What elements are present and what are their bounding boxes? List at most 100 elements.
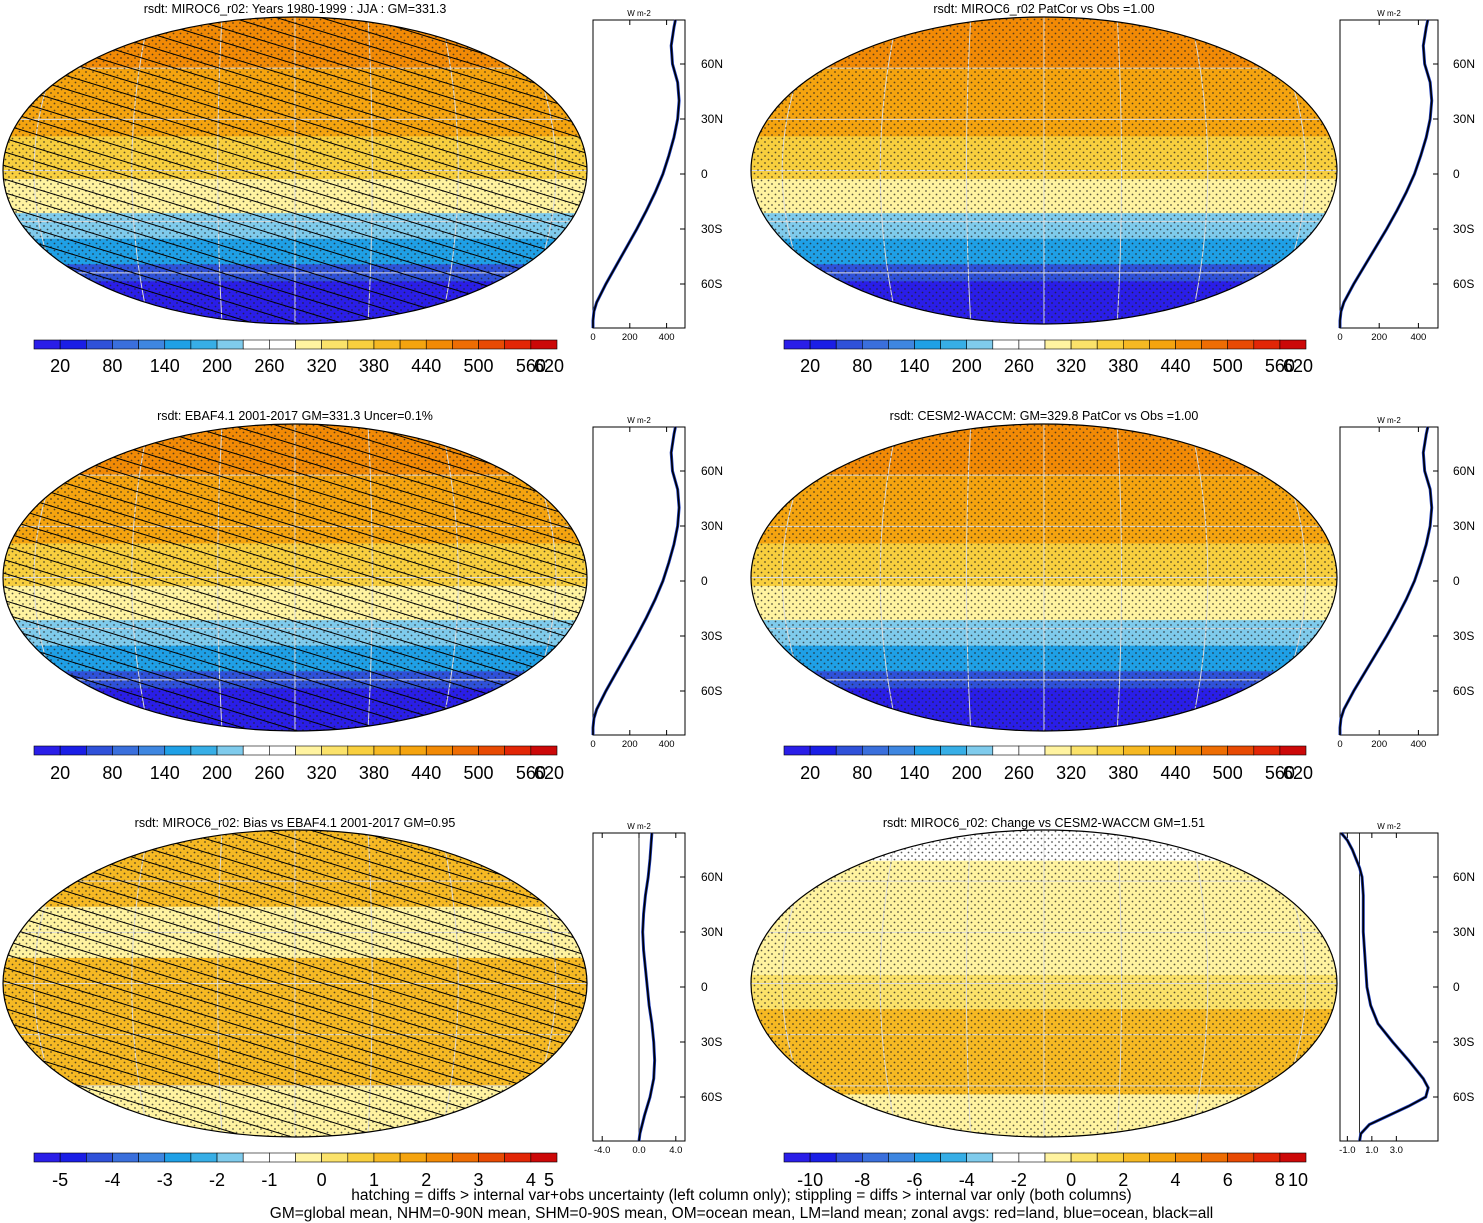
colorbar-swatch xyxy=(1253,1152,1281,1163)
colorbar-swatch xyxy=(940,1152,967,1163)
colorbar-swatch xyxy=(809,745,837,756)
colorbar-swatch xyxy=(138,339,166,350)
colorbar-label: 140 xyxy=(899,356,929,376)
colorbar-label: 200 xyxy=(952,763,982,783)
colorbar-label: 1 xyxy=(369,1170,379,1190)
colorbar-label: 10 xyxy=(1288,1170,1308,1190)
colorbar-swatch xyxy=(1227,339,1255,350)
colorbar-label: 320 xyxy=(1056,763,1086,783)
colorbar-label: 620 xyxy=(534,763,564,783)
colorbar-label: 4 xyxy=(1170,1170,1180,1190)
colorbar-label: 320 xyxy=(307,356,337,376)
y-tick-label: 0 xyxy=(701,980,708,994)
colorbar-swatch xyxy=(1123,1152,1150,1163)
colorbar-swatch xyxy=(347,1152,375,1163)
x-tick-label: 200 xyxy=(1371,332,1387,343)
colorbar-swatch xyxy=(216,745,244,756)
zonal-unit-label: W m-2 xyxy=(1377,822,1401,831)
colorbar-label: 500 xyxy=(1213,763,1243,783)
colorbar-swatch xyxy=(1044,745,1072,756)
colorbar-swatch xyxy=(452,1152,479,1163)
colorbar-swatch xyxy=(1253,745,1281,756)
colorbar-swatch xyxy=(164,1152,192,1163)
colorbar-label: 80 xyxy=(102,763,122,783)
map-title: rsdt: MIROC6_r02: Years 1980-1999 : JJA … xyxy=(144,2,447,16)
colorbar-label: -4 xyxy=(959,1170,975,1190)
x-tick-label: 400 xyxy=(659,739,675,750)
colorbar-label: -1 xyxy=(261,1170,277,1190)
colorbar-swatch xyxy=(1096,1152,1124,1163)
zonal-unit-label: W m-2 xyxy=(1377,416,1401,425)
colorbar-swatch xyxy=(966,1152,994,1163)
stipple-overlay xyxy=(751,17,1337,324)
colorbar-swatch xyxy=(269,339,296,350)
y-tick-label: 0 xyxy=(701,574,708,588)
colorbar-label: 260 xyxy=(1004,356,1034,376)
zonal-line-all xyxy=(592,19,680,328)
colorbar-swatch xyxy=(835,1152,863,1163)
stipple-overlay xyxy=(751,830,1337,1137)
colorbar-label: 4 xyxy=(526,1170,536,1190)
colorbar-swatch xyxy=(1070,1152,1098,1163)
y-tick-label: 30S xyxy=(1453,222,1474,236)
colorbar-label: 260 xyxy=(254,356,284,376)
colorbar-swatch xyxy=(1279,745,1307,756)
colorbar-swatch xyxy=(373,1152,401,1163)
colorbar-swatch xyxy=(1175,1152,1202,1163)
colorbar-swatch xyxy=(1201,1152,1228,1163)
colorbar-swatch xyxy=(1070,339,1098,350)
colorbar-label: 2 xyxy=(421,1170,431,1190)
zonal-unit-label: W m-2 xyxy=(627,416,651,425)
y-tick-label: 60S xyxy=(1453,277,1474,291)
colorbar-swatch xyxy=(112,1152,139,1163)
colorbar-swatch xyxy=(321,1152,349,1163)
y-tick-label: 30S xyxy=(701,222,722,236)
map-outline xyxy=(2,16,588,325)
colorbar-swatch xyxy=(59,1152,87,1163)
colorbar-label: 320 xyxy=(1056,356,1086,376)
colorbar-swatch xyxy=(1018,339,1046,350)
map-field xyxy=(751,424,1337,731)
y-tick-label: 30N xyxy=(701,112,723,126)
zonal-line-all xyxy=(1339,19,1433,328)
zonal-unit-label: W m-2 xyxy=(627,822,651,831)
colorbar-swatch xyxy=(1227,745,1255,756)
colorbar-label: -10 xyxy=(797,1170,823,1190)
colorbar-label: 380 xyxy=(359,763,389,783)
x-tick-label: 200 xyxy=(1371,739,1387,750)
colorbar-label: 440 xyxy=(411,356,441,376)
x-tick-label: -1.0 xyxy=(1339,1145,1355,1156)
colorbar-label: 140 xyxy=(150,763,180,783)
colorbar-swatch xyxy=(242,1152,270,1163)
colorbar-swatch xyxy=(452,745,479,756)
colorbar-swatch xyxy=(783,1152,811,1163)
colorbar-swatch xyxy=(530,339,558,350)
colorbar-swatch xyxy=(190,1152,218,1163)
colorbar-swatch xyxy=(164,339,192,350)
colorbar-swatch xyxy=(1123,745,1150,756)
y-tick-label: 60N xyxy=(701,57,723,71)
y-tick-label: 60N xyxy=(1453,870,1475,884)
y-tick-label: 30S xyxy=(701,1035,722,1049)
colorbar-swatch xyxy=(888,745,915,756)
x-tick-label: 200 xyxy=(622,332,638,343)
colorbar-swatch xyxy=(295,745,322,756)
zonal-mean-panel: W m-2 0 200 400 60N 30N 0 30S 60S xyxy=(1337,416,1475,750)
y-tick-label: 60N xyxy=(1453,57,1475,71)
colorbar-swatch xyxy=(1044,1152,1072,1163)
y-tick-label: 0 xyxy=(701,167,708,181)
colorbar-swatch xyxy=(399,1152,427,1163)
colorbar-swatch xyxy=(1044,339,1072,350)
colorbar-label: 20 xyxy=(50,763,70,783)
colorbar-label: 140 xyxy=(899,763,929,783)
zonal-line-all xyxy=(1340,832,1430,1142)
colorbar-swatch xyxy=(190,745,218,756)
colorbar-label: 560 xyxy=(1265,356,1295,376)
colorbar-label: 80 xyxy=(102,356,122,376)
colorbar-swatch xyxy=(992,1152,1020,1163)
colorbar-swatch xyxy=(190,339,218,350)
zonal-line-all xyxy=(1339,426,1433,735)
